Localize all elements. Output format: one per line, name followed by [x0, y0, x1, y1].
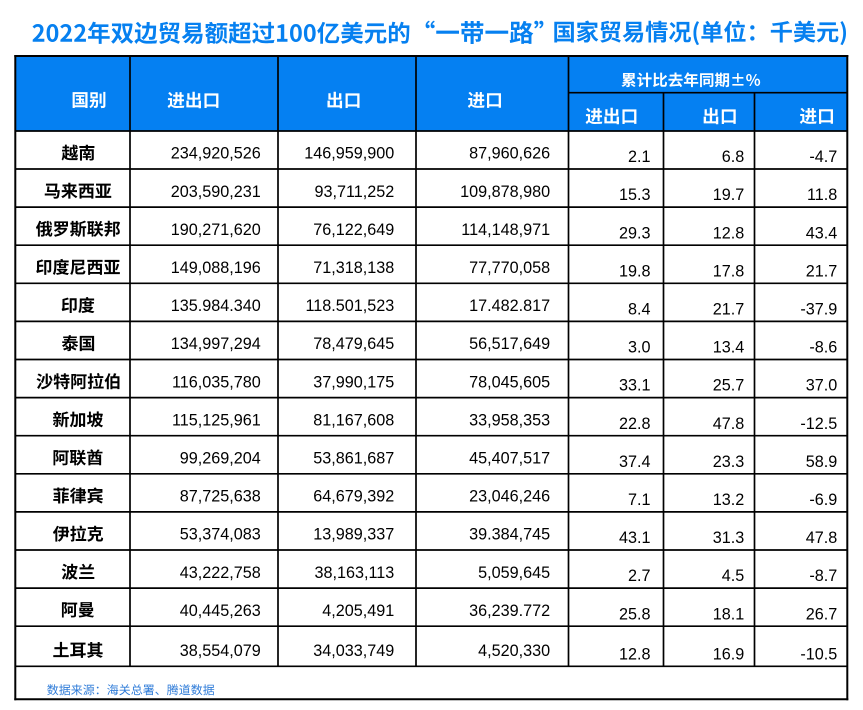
svg-text:56,517,649: 56,517,649: [469, 335, 550, 353]
svg-text:146,959,900: 146,959,900: [304, 145, 394, 163]
svg-text:-37.9: -37.9: [800, 301, 837, 319]
svg-text:-12.5: -12.5: [800, 415, 837, 433]
svg-text:43.4: 43.4: [806, 224, 838, 242]
svg-text:190,271,620: 190,271,620: [171, 221, 261, 239]
svg-text:31.3: 31.3: [713, 529, 745, 547]
svg-text:45,407,517: 45,407,517: [469, 450, 550, 468]
svg-text:13.4: 13.4: [713, 339, 745, 357]
svg-text:99,269,204: 99,269,204: [180, 450, 261, 468]
svg-text:7.1: 7.1: [628, 491, 651, 509]
svg-text:34,033,749: 34,033,749: [313, 642, 394, 660]
svg-text:-8.6: -8.6: [809, 339, 837, 357]
svg-text:8.4: 8.4: [628, 301, 651, 319]
svg-text:-6.9: -6.9: [809, 491, 837, 509]
svg-text:2.1: 2.1: [628, 148, 651, 166]
svg-text:87,725,638: 87,725,638: [180, 488, 261, 506]
svg-text:4.5: 4.5: [722, 567, 745, 585]
svg-text:53,374,083: 53,374,083: [180, 526, 261, 544]
svg-text:234,920,526: 234,920,526: [171, 145, 261, 163]
svg-text:25.7: 25.7: [713, 377, 745, 395]
svg-text:40,445,263: 40,445,263: [180, 602, 261, 620]
svg-text:5,059,645: 5,059,645: [478, 564, 550, 582]
svg-text:115,125,961: 115,125,961: [172, 411, 261, 429]
svg-text:19.7: 19.7: [713, 186, 745, 204]
svg-text:109,878,980: 109,878,980: [460, 183, 550, 201]
svg-text:22.8: 22.8: [619, 415, 651, 433]
svg-text:53,861,687: 53,861,687: [313, 450, 394, 468]
svg-text:43,222,758: 43,222,758: [180, 564, 261, 582]
svg-text:203,590,231: 203,590,231: [171, 183, 261, 201]
svg-text:78,045,605: 78,045,605: [469, 373, 550, 391]
svg-text:81,167,608: 81,167,608: [313, 411, 394, 429]
svg-text:93,711,252: 93,711,252: [314, 183, 394, 201]
svg-text:19.8: 19.8: [619, 262, 651, 280]
svg-text:17.8: 17.8: [713, 262, 745, 280]
svg-text:12.8: 12.8: [619, 645, 651, 663]
svg-text:77,770,058: 77,770,058: [469, 259, 550, 277]
svg-text:58.9: 58.9: [806, 453, 838, 471]
svg-text:3.0: 3.0: [628, 339, 651, 357]
svg-text:37,990,175: 37,990,175: [313, 373, 394, 391]
svg-text:26.7: 26.7: [806, 605, 838, 623]
svg-text:18.1: 18.1: [713, 605, 745, 623]
svg-text:21.7: 21.7: [806, 262, 838, 280]
svg-text:116,035,780: 116,035,780: [172, 373, 261, 391]
svg-text:11.8: 11.8: [807, 186, 837, 204]
svg-text:23,046,246: 23,046,246: [469, 488, 550, 506]
svg-text:149,088,196: 149,088,196: [171, 259, 261, 277]
svg-text:-4.7: -4.7: [809, 148, 837, 166]
svg-text:23.3: 23.3: [713, 453, 745, 471]
svg-text:71,318,138: 71,318,138: [313, 259, 394, 277]
svg-text:15.3: 15.3: [619, 186, 651, 204]
svg-text:13.2: 13.2: [713, 491, 745, 509]
svg-text:39.384,745: 39.384,745: [469, 526, 550, 544]
svg-text:76,122,649: 76,122,649: [313, 221, 394, 239]
svg-text:6.8: 6.8: [722, 148, 745, 166]
svg-text:118.501,523: 118.501,523: [305, 297, 394, 315]
svg-text:114,148,971: 114,148,971: [461, 221, 550, 239]
svg-text:25.8: 25.8: [619, 605, 651, 623]
svg-text:64,679,392: 64,679,392: [313, 488, 394, 506]
svg-text:36,239.772: 36,239.772: [469, 602, 550, 620]
svg-text:16.9: 16.9: [713, 645, 745, 663]
svg-text:2.7: 2.7: [628, 567, 651, 585]
svg-text:21.7: 21.7: [713, 301, 745, 319]
svg-text:47.8: 47.8: [806, 529, 838, 547]
svg-text:38,163,113: 38,163,113: [314, 564, 394, 582]
svg-text:33,958,353: 33,958,353: [469, 411, 550, 429]
svg-text:-10.5: -10.5: [800, 645, 837, 663]
svg-text:4,205,491: 4,205,491: [322, 602, 394, 620]
svg-text:13,989,337: 13,989,337: [313, 526, 394, 544]
svg-text:33.1: 33.1: [619, 377, 651, 395]
svg-text:78,479,645: 78,479,645: [313, 335, 394, 353]
svg-text:4,520,330: 4,520,330: [478, 642, 550, 660]
svg-text:38,554,079: 38,554,079: [180, 642, 261, 660]
svg-text:12.8: 12.8: [713, 224, 745, 242]
svg-text:29.3: 29.3: [619, 224, 651, 242]
svg-text:37.4: 37.4: [619, 453, 651, 471]
svg-text:43.1: 43.1: [619, 529, 651, 547]
svg-text:87,960,626: 87,960,626: [469, 145, 550, 163]
svg-text:47.8: 47.8: [713, 415, 745, 433]
svg-text:17.482.817: 17.482.817: [469, 297, 550, 315]
svg-text:134,997,294: 134,997,294: [171, 335, 261, 353]
svg-text:37.0: 37.0: [806, 377, 838, 395]
svg-text:135.984.340: 135.984.340: [171, 297, 261, 315]
svg-text:-8.7: -8.7: [809, 567, 837, 585]
